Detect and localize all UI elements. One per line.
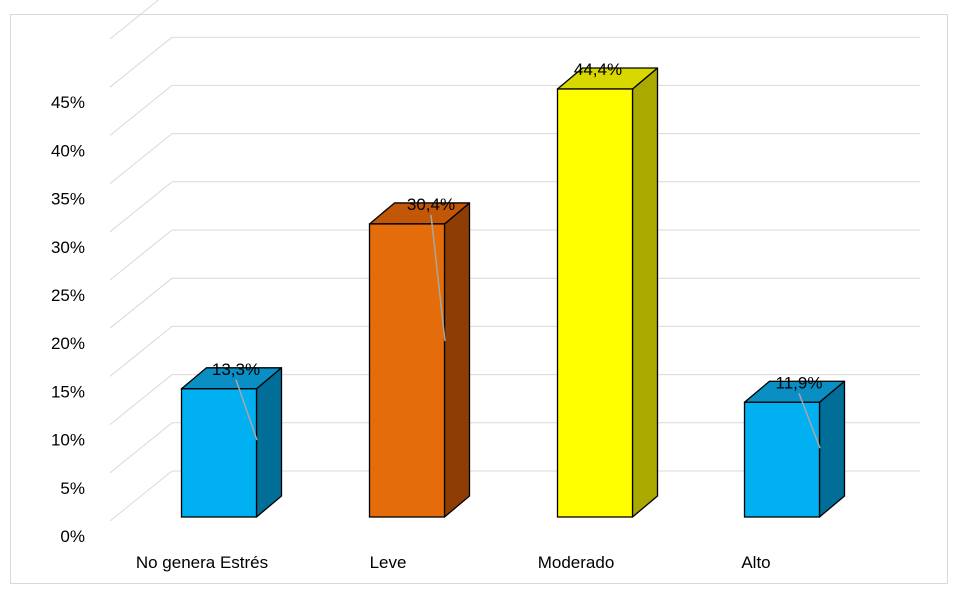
y-tick-label: 30% <box>51 238 85 257</box>
x-category-label: Alto <box>741 553 770 572</box>
bar <box>368 202 471 518</box>
gridline-diagonal <box>109 470 173 522</box>
bar-side <box>443 202 471 518</box>
bar-side <box>255 367 283 518</box>
gridline-diagonal <box>109 277 173 329</box>
y-tick-label: 20% <box>51 334 85 353</box>
gridline-diagonal <box>109 133 173 184</box>
gridline-diagonal <box>109 229 173 281</box>
data-label: 11,9% <box>776 373 823 392</box>
data-label: 13,3% <box>212 360 260 379</box>
y-tick-label: 25% <box>51 286 85 305</box>
data-labels: 13,3% 30,4% 44,4% 11,9% <box>212 60 823 449</box>
y-axis-ticks: 0% 5% 10% 15% 20% 25% 30% 35% 40% 45% <box>51 93 85 546</box>
x-axis-categories: No genera Estrés Leve Moderado Alto <box>136 553 771 572</box>
y-tick-label: 5% <box>60 479 85 498</box>
gridline-diagonal <box>109 36 173 88</box>
x-category-label: Moderado <box>538 553 615 572</box>
gridline-diagonal <box>109 0 160 40</box>
data-label-leader <box>798 393 821 449</box>
x-category-label: No genera Estrés <box>136 553 268 572</box>
y-tick-label: 45% <box>51 93 85 112</box>
bar-front <box>368 223 446 518</box>
gridlines <box>109 0 920 522</box>
y-tick-label: 10% <box>51 431 85 450</box>
gridline-diagonal <box>109 374 173 425</box>
bars <box>180 67 846 518</box>
bar-front <box>556 88 634 518</box>
gridline-diagonal <box>109 422 173 474</box>
bar <box>180 367 283 518</box>
data-label: 44,4% <box>574 60 622 79</box>
gridline-diagonal <box>109 326 173 377</box>
y-tick-label: 35% <box>51 190 85 209</box>
y-tick-label: 40% <box>51 141 85 160</box>
data-label-leader <box>430 214 446 342</box>
data-label: 30,4% <box>407 195 455 214</box>
x-category-label: Leve <box>370 553 407 572</box>
gridline-diagonal <box>109 85 173 136</box>
y-tick-label: 15% <box>51 382 85 401</box>
y-tick-label: 0% <box>60 527 85 546</box>
data-label-leader <box>235 379 258 441</box>
gridline-diagonal <box>109 181 173 233</box>
bar-side <box>818 380 846 518</box>
bar <box>743 380 846 518</box>
bar-front <box>743 401 821 518</box>
bar-front <box>180 388 258 518</box>
bar-side <box>631 67 659 518</box>
bar <box>556 67 659 518</box>
